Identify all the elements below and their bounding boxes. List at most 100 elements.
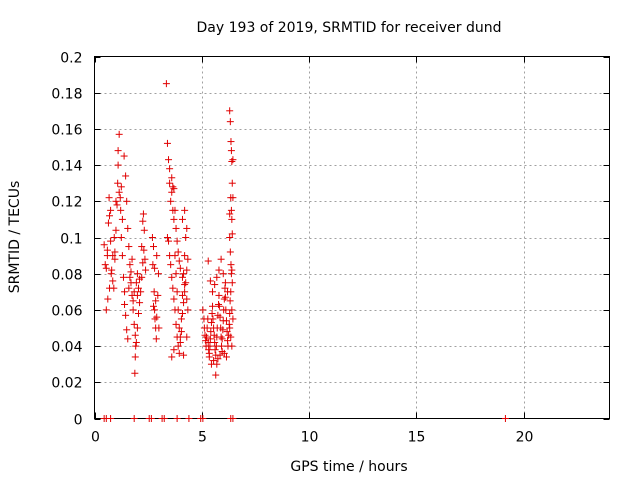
data-point xyxy=(119,273,127,281)
data-point xyxy=(105,194,113,202)
data-point xyxy=(217,255,225,263)
data-point xyxy=(205,346,213,354)
data-point xyxy=(100,241,108,249)
data-point xyxy=(169,206,177,214)
data-point xyxy=(228,279,236,287)
data-point xyxy=(131,331,139,339)
data-point xyxy=(117,183,125,191)
data-point xyxy=(501,415,509,422)
data-point xyxy=(175,324,183,332)
data-point xyxy=(172,224,180,232)
data-point xyxy=(165,156,173,164)
data-point xyxy=(133,270,141,278)
data-point xyxy=(216,313,224,321)
data-point xyxy=(228,306,236,314)
data-point xyxy=(120,152,128,160)
x-tick-label: 5 xyxy=(198,430,207,446)
data-point xyxy=(226,248,234,256)
data-point xyxy=(151,306,159,314)
data-point xyxy=(142,266,150,274)
data-point xyxy=(229,315,237,323)
data-point xyxy=(117,206,125,214)
data-point xyxy=(132,279,140,287)
x-tick-label: 0 xyxy=(91,430,100,446)
data-point xyxy=(207,319,215,327)
data-point xyxy=(201,331,209,339)
data-point xyxy=(177,315,185,323)
data-point xyxy=(166,179,174,187)
data-point xyxy=(112,197,120,205)
data-point xyxy=(182,279,190,287)
data-point xyxy=(175,349,183,357)
data-point xyxy=(103,252,111,260)
data-point xyxy=(226,324,234,332)
data-point xyxy=(150,302,158,310)
data-point xyxy=(130,320,138,328)
data-point xyxy=(106,212,114,220)
data-point xyxy=(138,243,146,251)
data-point xyxy=(227,138,235,146)
data-point xyxy=(166,252,174,260)
data-point xyxy=(227,206,235,214)
x-tick-label: 15 xyxy=(408,430,426,446)
x-tick-label: 20 xyxy=(516,430,534,446)
data-point xyxy=(178,291,186,299)
data-point xyxy=(116,194,124,202)
data-point xyxy=(163,234,171,241)
data-point xyxy=(126,273,134,281)
data-point xyxy=(206,335,214,343)
data-point xyxy=(136,275,144,283)
data-point xyxy=(168,174,176,182)
data-point xyxy=(170,346,178,354)
data-point xyxy=(165,237,173,245)
data-point xyxy=(173,237,181,245)
data-point xyxy=(140,246,148,254)
data-point xyxy=(107,237,115,245)
data-point xyxy=(110,234,118,241)
data-point xyxy=(121,300,129,308)
data-point xyxy=(172,270,180,278)
data-point xyxy=(204,257,212,265)
data-point xyxy=(199,415,207,422)
data-point xyxy=(121,288,129,296)
data-point xyxy=(222,353,230,361)
data-point xyxy=(176,338,184,346)
data-point xyxy=(173,288,181,296)
data-point xyxy=(174,342,182,350)
data-point xyxy=(118,215,126,223)
data-point xyxy=(228,157,236,165)
data-point xyxy=(183,295,191,303)
y-tick-label: 0.06 xyxy=(51,304,82,320)
data-point xyxy=(183,224,191,232)
data-point xyxy=(151,264,159,272)
data-point xyxy=(185,415,193,422)
data-point xyxy=(216,351,224,359)
data-point xyxy=(107,270,115,278)
data-point xyxy=(153,313,161,321)
data-point xyxy=(167,261,175,269)
data-point xyxy=(154,270,162,278)
data-point xyxy=(170,215,178,223)
data-point xyxy=(214,355,222,363)
data-point xyxy=(205,353,213,361)
data-point xyxy=(226,234,234,241)
data-point xyxy=(173,415,181,422)
data-point xyxy=(181,206,189,214)
data-point xyxy=(111,248,119,256)
data-point xyxy=(206,277,214,285)
data-point xyxy=(129,306,137,314)
data-point xyxy=(133,291,141,299)
data-point xyxy=(176,264,184,272)
data-point xyxy=(215,291,223,299)
data-point xyxy=(212,371,220,379)
data-point xyxy=(106,284,114,292)
data-point xyxy=(180,351,188,359)
data-point xyxy=(148,234,156,241)
data-point xyxy=(153,252,161,260)
data-point xyxy=(167,197,175,205)
data-point xyxy=(182,234,190,241)
data-point xyxy=(125,243,133,251)
data-point xyxy=(130,288,138,296)
data-point xyxy=(139,217,147,225)
